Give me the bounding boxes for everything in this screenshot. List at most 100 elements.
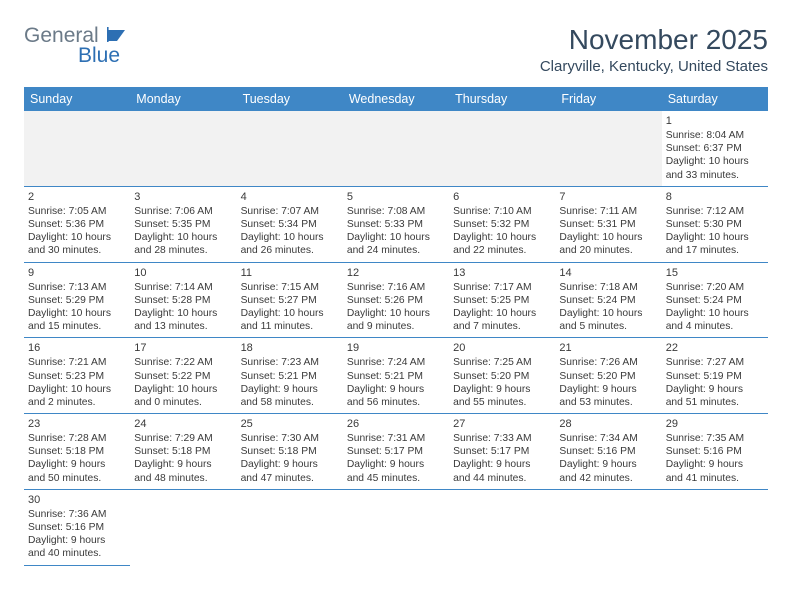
calendar-cell: 6Sunrise: 7:10 AMSunset: 5:32 PMDaylight…: [449, 187, 555, 263]
cell-line-daylight1: Daylight: 9 hours: [134, 458, 232, 471]
cell-line-daylight2: and 48 minutes.: [134, 472, 232, 485]
cell-line-sunrise: Sunrise: 7:35 AM: [666, 432, 764, 445]
cell-line-daylight1: Daylight: 9 hours: [28, 458, 126, 471]
calendar-cell: 11Sunrise: 7:15 AMSunset: 5:27 PMDayligh…: [237, 263, 343, 339]
cell-line-daylight1: Daylight: 9 hours: [559, 383, 657, 396]
calendar-cell: 16Sunrise: 7:21 AMSunset: 5:23 PMDayligh…: [24, 338, 130, 414]
cell-line-daylight1: Daylight: 10 hours: [28, 307, 126, 320]
day-number: 26: [347, 417, 445, 431]
cell-line-daylight1: Daylight: 10 hours: [134, 307, 232, 320]
day-number: 25: [241, 417, 339, 431]
cell-line-sunset: Sunset: 5:16 PM: [559, 445, 657, 458]
day-number: 18: [241, 341, 339, 355]
cell-line-daylight1: Daylight: 9 hours: [453, 383, 551, 396]
cell-line-sunrise: Sunrise: 7:26 AM: [559, 356, 657, 369]
cell-line-daylight1: Daylight: 9 hours: [559, 458, 657, 471]
cell-line-daylight2: and 22 minutes.: [453, 244, 551, 257]
cell-line-sunrise: Sunrise: 7:17 AM: [453, 281, 551, 294]
day-number: 10: [134, 266, 232, 280]
calendar-cell: 18Sunrise: 7:23 AMSunset: 5:21 PMDayligh…: [237, 338, 343, 414]
day-header: Wednesday: [343, 87, 449, 111]
cell-line-daylight1: Daylight: 10 hours: [666, 155, 764, 168]
cell-line-daylight1: Daylight: 10 hours: [666, 307, 764, 320]
cell-line-sunrise: Sunrise: 7:31 AM: [347, 432, 445, 445]
calendar-cell: 20Sunrise: 7:25 AMSunset: 5:20 PMDayligh…: [449, 338, 555, 414]
cell-line-sunrise: Sunrise: 7:21 AM: [28, 356, 126, 369]
cell-line-daylight2: and 30 minutes.: [28, 244, 126, 257]
cell-line-daylight1: Daylight: 10 hours: [134, 231, 232, 244]
cell-line-daylight1: Daylight: 10 hours: [347, 231, 445, 244]
day-number: 24: [134, 417, 232, 431]
cell-line-sunrise: Sunrise: 7:25 AM: [453, 356, 551, 369]
cell-line-sunrise: Sunrise: 7:29 AM: [134, 432, 232, 445]
cell-line-daylight1: Daylight: 10 hours: [241, 307, 339, 320]
cell-line-sunset: Sunset: 5:20 PM: [559, 370, 657, 383]
day-header: Monday: [130, 87, 236, 111]
calendar-cell: 21Sunrise: 7:26 AMSunset: 5:20 PMDayligh…: [555, 338, 661, 414]
day-number: 21: [559, 341, 657, 355]
cell-line-sunrise: Sunrise: 7:16 AM: [347, 281, 445, 294]
cell-line-sunrise: Sunrise: 7:11 AM: [559, 205, 657, 218]
cell-line-sunrise: Sunrise: 7:20 AM: [666, 281, 764, 294]
cell-line-sunset: Sunset: 5:18 PM: [134, 445, 232, 458]
title-block: November 2025 Claryville, Kentucky, Unit…: [540, 24, 768, 75]
cell-line-sunset: Sunset: 5:34 PM: [241, 218, 339, 231]
cell-line-sunrise: Sunrise: 7:27 AM: [666, 356, 764, 369]
cell-line-sunset: Sunset: 5:21 PM: [347, 370, 445, 383]
cell-line-sunset: Sunset: 5:18 PM: [241, 445, 339, 458]
day-number: 19: [347, 341, 445, 355]
cell-line-sunrise: Sunrise: 7:05 AM: [28, 205, 126, 218]
cell-line-sunrise: Sunrise: 7:33 AM: [453, 432, 551, 445]
calendar-cell: 12Sunrise: 7:16 AMSunset: 5:26 PMDayligh…: [343, 263, 449, 339]
calendar-cell: 3Sunrise: 7:06 AMSunset: 5:35 PMDaylight…: [130, 187, 236, 263]
cell-line-sunrise: Sunrise: 7:22 AM: [134, 356, 232, 369]
cell-line-daylight1: Daylight: 9 hours: [347, 458, 445, 471]
cell-line-sunrise: Sunrise: 7:28 AM: [28, 432, 126, 445]
cell-line-daylight1: Daylight: 10 hours: [666, 231, 764, 244]
cell-line-daylight1: Daylight: 9 hours: [241, 383, 339, 396]
cell-line-sunset: Sunset: 5:32 PM: [453, 218, 551, 231]
cell-line-daylight2: and 13 minutes.: [134, 320, 232, 333]
cell-line-sunrise: Sunrise: 7:18 AM: [559, 281, 657, 294]
calendar-cell: 9Sunrise: 7:13 AMSunset: 5:29 PMDaylight…: [24, 263, 130, 339]
day-number: 9: [28, 266, 126, 280]
calendar-cell-blank: [555, 111, 661, 187]
day-number: 20: [453, 341, 551, 355]
cell-line-sunrise: Sunrise: 7:36 AM: [28, 508, 126, 521]
cell-line-daylight1: Daylight: 9 hours: [666, 458, 764, 471]
day-header: Thursday: [449, 87, 555, 111]
cell-line-sunset: Sunset: 5:23 PM: [28, 370, 126, 383]
calendar-cell: 27Sunrise: 7:33 AMSunset: 5:17 PMDayligh…: [449, 414, 555, 490]
cell-line-daylight2: and 33 minutes.: [666, 169, 764, 182]
month-title: November 2025: [540, 24, 768, 56]
cell-line-sunset: Sunset: 5:19 PM: [666, 370, 764, 383]
cell-line-daylight2: and 51 minutes.: [666, 396, 764, 409]
cell-line-daylight2: and 26 minutes.: [241, 244, 339, 257]
location: Claryville, Kentucky, United States: [540, 58, 768, 75]
cell-line-sunset: Sunset: 5:26 PM: [347, 294, 445, 307]
day-number: 28: [559, 417, 657, 431]
cell-line-sunrise: Sunrise: 7:06 AM: [134, 205, 232, 218]
calendar-cell: 5Sunrise: 7:08 AMSunset: 5:33 PMDaylight…: [343, 187, 449, 263]
cell-line-sunrise: Sunrise: 7:30 AM: [241, 432, 339, 445]
calendar-cell-blank: [24, 111, 130, 187]
calendar-cell: 15Sunrise: 7:20 AMSunset: 5:24 PMDayligh…: [662, 263, 768, 339]
calendar-cell: 28Sunrise: 7:34 AMSunset: 5:16 PMDayligh…: [555, 414, 661, 490]
day-number: 8: [666, 190, 764, 204]
calendar-cell-blank: [449, 111, 555, 187]
cell-line-daylight2: and 15 minutes.: [28, 320, 126, 333]
calendar-cell: 22Sunrise: 7:27 AMSunset: 5:19 PMDayligh…: [662, 338, 768, 414]
cell-line-sunrise: Sunrise: 7:14 AM: [134, 281, 232, 294]
day-number: 14: [559, 266, 657, 280]
cell-line-sunrise: Sunrise: 7:12 AM: [666, 205, 764, 218]
calendar-cell-blank: [130, 111, 236, 187]
calendar-cell: 24Sunrise: 7:29 AMSunset: 5:18 PMDayligh…: [130, 414, 236, 490]
cell-line-sunset: Sunset: 5:31 PM: [559, 218, 657, 231]
calendar-cell: 10Sunrise: 7:14 AMSunset: 5:28 PMDayligh…: [130, 263, 236, 339]
cell-line-daylight1: Daylight: 9 hours: [666, 383, 764, 396]
cell-line-sunset: Sunset: 5:28 PM: [134, 294, 232, 307]
cell-line-sunset: Sunset: 5:29 PM: [28, 294, 126, 307]
logo: General Blue: [24, 24, 129, 68]
cell-line-daylight1: Daylight: 10 hours: [28, 231, 126, 244]
cell-line-daylight1: Daylight: 10 hours: [347, 307, 445, 320]
